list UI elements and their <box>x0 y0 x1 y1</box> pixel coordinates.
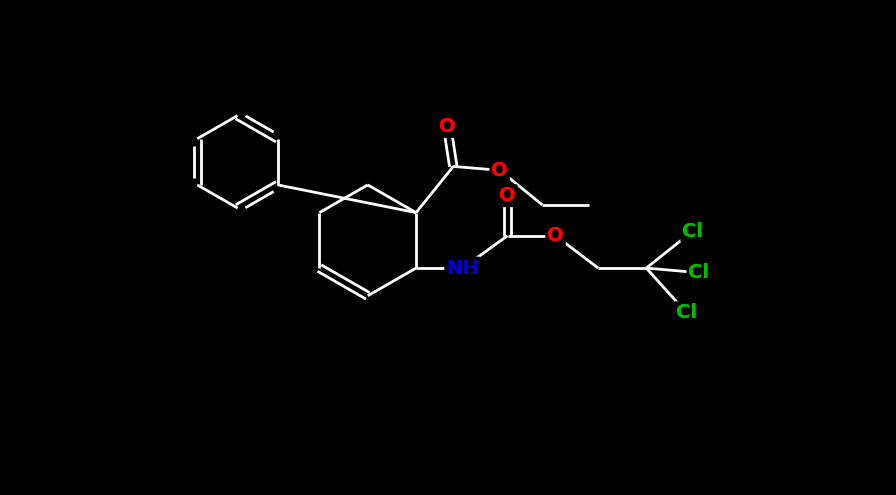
Text: Cl: Cl <box>688 263 710 282</box>
Text: Cl: Cl <box>676 303 697 322</box>
Text: NH: NH <box>446 258 478 278</box>
Text: O: O <box>499 186 516 205</box>
Text: Cl: Cl <box>682 222 703 241</box>
Text: O: O <box>499 186 516 205</box>
Text: O: O <box>439 117 455 136</box>
Text: Cl: Cl <box>682 222 703 241</box>
Text: Cl: Cl <box>688 263 710 282</box>
Text: O: O <box>547 226 564 245</box>
Text: O: O <box>547 226 564 245</box>
Text: NH: NH <box>446 258 478 278</box>
Text: O: O <box>492 161 508 180</box>
Text: Cl: Cl <box>676 303 697 322</box>
Text: O: O <box>439 117 455 136</box>
Text: O: O <box>492 161 508 180</box>
